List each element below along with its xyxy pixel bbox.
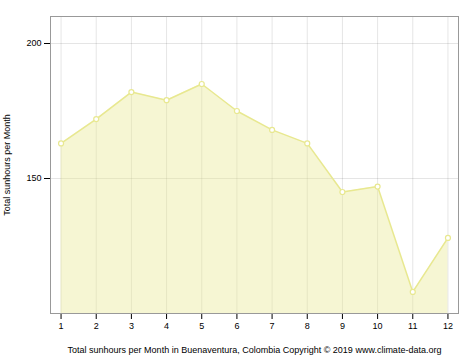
- svg-text:7: 7: [270, 321, 275, 331]
- svg-text:Total sunhours per Month in Bu: Total sunhours per Month in Buenaventura…: [68, 345, 442, 355]
- svg-text:12: 12: [443, 321, 453, 331]
- svg-text:1: 1: [59, 321, 64, 331]
- svg-text:10: 10: [373, 321, 383, 331]
- svg-text:2: 2: [94, 321, 99, 331]
- svg-text:4: 4: [164, 321, 169, 331]
- svg-text:5: 5: [199, 321, 204, 331]
- svg-text:150: 150: [26, 173, 41, 183]
- svg-text:200: 200: [26, 38, 41, 48]
- svg-text:6: 6: [234, 321, 239, 331]
- svg-text:8: 8: [305, 321, 310, 331]
- svg-text:11: 11: [408, 321, 417, 331]
- svg-text:9: 9: [340, 321, 345, 331]
- svg-text:Total sunhours per Month: Total sunhours per Month: [2, 114, 12, 216]
- svg-text:3: 3: [129, 321, 134, 331]
